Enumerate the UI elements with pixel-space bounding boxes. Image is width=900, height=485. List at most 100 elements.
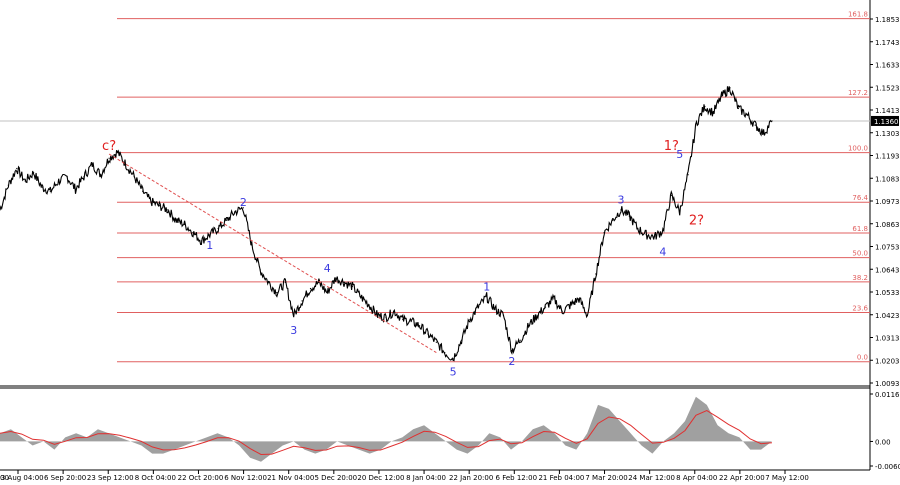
fib-label-161-8: 161.8 (848, 11, 868, 19)
y-tick-label: 1.1743 (875, 39, 900, 47)
x-tick-label: 8 Apr 04:00 (676, 474, 717, 482)
price-point (167, 209, 169, 211)
wave-label: 4 (324, 262, 331, 275)
price-point (284, 281, 286, 283)
price-point (184, 223, 186, 225)
x-tick-label: 24 Mar 12:00 (628, 474, 675, 482)
price-point (217, 227, 219, 230)
price-point (7, 184, 9, 186)
price-point (670, 194, 672, 197)
y-tick-label: 1.0313 (875, 335, 900, 343)
price-point (771, 120, 773, 122)
price-point (477, 306, 479, 308)
price-point (729, 87, 731, 89)
price-point (662, 229, 664, 232)
wave-label: 5 (676, 148, 683, 161)
price-point (91, 163, 93, 165)
price-point (32, 172, 35, 174)
price-point (259, 269, 261, 271)
fib-label-61-8: 61.8 (852, 225, 868, 233)
price-point (528, 325, 530, 327)
price-point (49, 190, 51, 192)
price-point (679, 211, 681, 213)
oscillator-histogram (0, 396, 772, 462)
price-point (561, 310, 563, 312)
price-point (251, 244, 253, 246)
price-point (653, 236, 656, 238)
price-point (754, 124, 756, 126)
price-point (368, 304, 370, 306)
x-tick-label: 6 Sep 20:00 (44, 474, 86, 482)
price-point (469, 318, 471, 321)
price-point (570, 304, 572, 306)
wave-label: 3 (290, 324, 297, 337)
price-point (460, 339, 463, 341)
wave-label: 2 (508, 355, 515, 368)
price-point (377, 314, 379, 316)
price-point (763, 132, 765, 134)
price-point (58, 180, 60, 182)
current-price-label: 1.1360 (874, 118, 899, 126)
price-point (486, 296, 488, 298)
fib-label-23-6: 23.6 (852, 304, 868, 312)
y-tick-label: 1.1413 (875, 107, 900, 115)
y-tick-label: 1.1083 (875, 175, 900, 183)
x-tick-label: 22 Oct 20:00 (178, 474, 224, 482)
price-point (158, 205, 161, 207)
price-point (100, 174, 102, 176)
y-tick-label: 1.1303 (875, 130, 900, 138)
osc-tick-label: 0.00 (875, 438, 891, 446)
y-tick-label: 1.0643 (875, 266, 900, 274)
price-point (746, 114, 748, 116)
price-point (234, 211, 236, 213)
price-point (553, 298, 555, 300)
price-point (427, 333, 429, 335)
x-tick-label: 7 May 12:00 (765, 474, 809, 482)
y-tick-label: 1.0093 (875, 380, 900, 388)
price-point (192, 232, 194, 234)
price-point (620, 209, 622, 211)
price-point (578, 298, 580, 300)
x-tick-label: 5 Dec 20:00 (315, 474, 358, 482)
price-series-line (0, 86, 773, 362)
price-point (645, 234, 647, 236)
x-tick-label: 21 Feb 04:00 (538, 474, 584, 482)
price-point (150, 201, 152, 203)
price-point (74, 188, 77, 190)
x-tick-label: 20 Dec 12:00 (357, 474, 404, 482)
price-point (360, 296, 362, 298)
x-tick-label: 23 Sep 12:00 (87, 474, 134, 482)
wave-label: 4 (659, 245, 666, 258)
price-point (393, 310, 395, 312)
price-point (351, 285, 354, 288)
wave-label: c? (102, 139, 116, 154)
price-point (637, 227, 639, 230)
price-point (385, 316, 387, 319)
price-point (41, 186, 43, 188)
price-point (142, 190, 144, 192)
price-point (242, 207, 244, 209)
price-point (544, 306, 547, 308)
price-point (267, 281, 270, 283)
price-point (276, 292, 278, 294)
price-point (603, 232, 605, 234)
price-point (586, 314, 588, 316)
fib-label-76-4: 76.4 (852, 194, 868, 202)
y-tick-label: 1.0423 (875, 312, 900, 320)
price-point (704, 105, 706, 108)
x-tick-label-partial: 00 (0, 474, 9, 482)
price-point (410, 320, 412, 323)
price-point (452, 358, 454, 360)
price-point (712, 112, 714, 114)
price-point (536, 314, 538, 316)
y-tick-label: 1.0753 (875, 244, 900, 252)
price-point (175, 219, 177, 221)
fib-label-127-2: 127.2 (848, 89, 868, 97)
price-point (209, 234, 211, 236)
price-panel-bg (0, 0, 870, 386)
price-point (511, 349, 513, 352)
y-tick-label: 1.0533 (875, 289, 900, 297)
price-point (519, 339, 521, 341)
price-point (494, 308, 496, 310)
